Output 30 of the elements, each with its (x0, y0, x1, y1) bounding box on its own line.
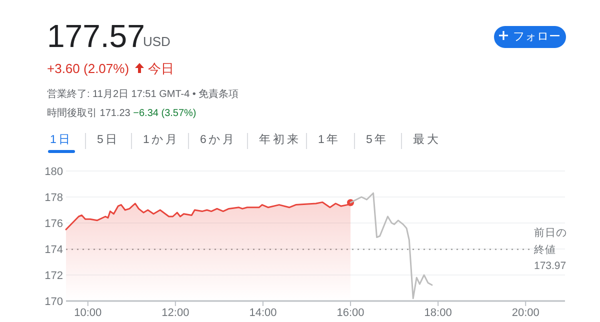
x-tick-label: 14:00 (249, 307, 277, 319)
text: −6.34 (3.57%) (133, 108, 196, 119)
chart-title: 177.57 (47, 18, 145, 55)
y-tick-label: 176 (44, 218, 63, 230)
ref-line-label: 前日の終値 (534, 227, 567, 256)
x-tick-label: 16:00 (336, 307, 364, 319)
text: 5年 (366, 132, 388, 147)
chart-subtitle: USD (143, 34, 170, 49)
x-tick-label: 12:00 (162, 307, 190, 319)
text: 最大 (413, 132, 441, 147)
text: 5日 (97, 133, 120, 147)
y-tick-label: 174 (44, 244, 63, 256)
x-tick-label: 18:00 (424, 307, 452, 319)
text: 6か月 (200, 133, 236, 147)
y-tick-label: 172 (44, 270, 63, 282)
text: 年初来 (259, 132, 301, 147)
text: 今日 (148, 61, 174, 76)
x-tick-label: 20:00 (512, 307, 540, 319)
x-tick-label: 10:00 (74, 307, 102, 319)
text: 1か月 (143, 133, 180, 147)
text: 時間後取引 171.23 (47, 108, 132, 119)
y-tick-label: 178 (44, 192, 63, 204)
text: +3.60 (2.07%) (47, 61, 130, 76)
y-tick-label: 180 (44, 166, 63, 178)
text: 1日 (50, 133, 72, 147)
y-tick-label: 170 (44, 296, 63, 308)
annotation: 173.97 (534, 260, 566, 272)
text: 1年 (318, 132, 340, 147)
text: 営業終了: 11月2日 17:51 GMT-4 • 免責条項 (47, 88, 239, 101)
button-follow: フォロー (494, 26, 566, 48)
